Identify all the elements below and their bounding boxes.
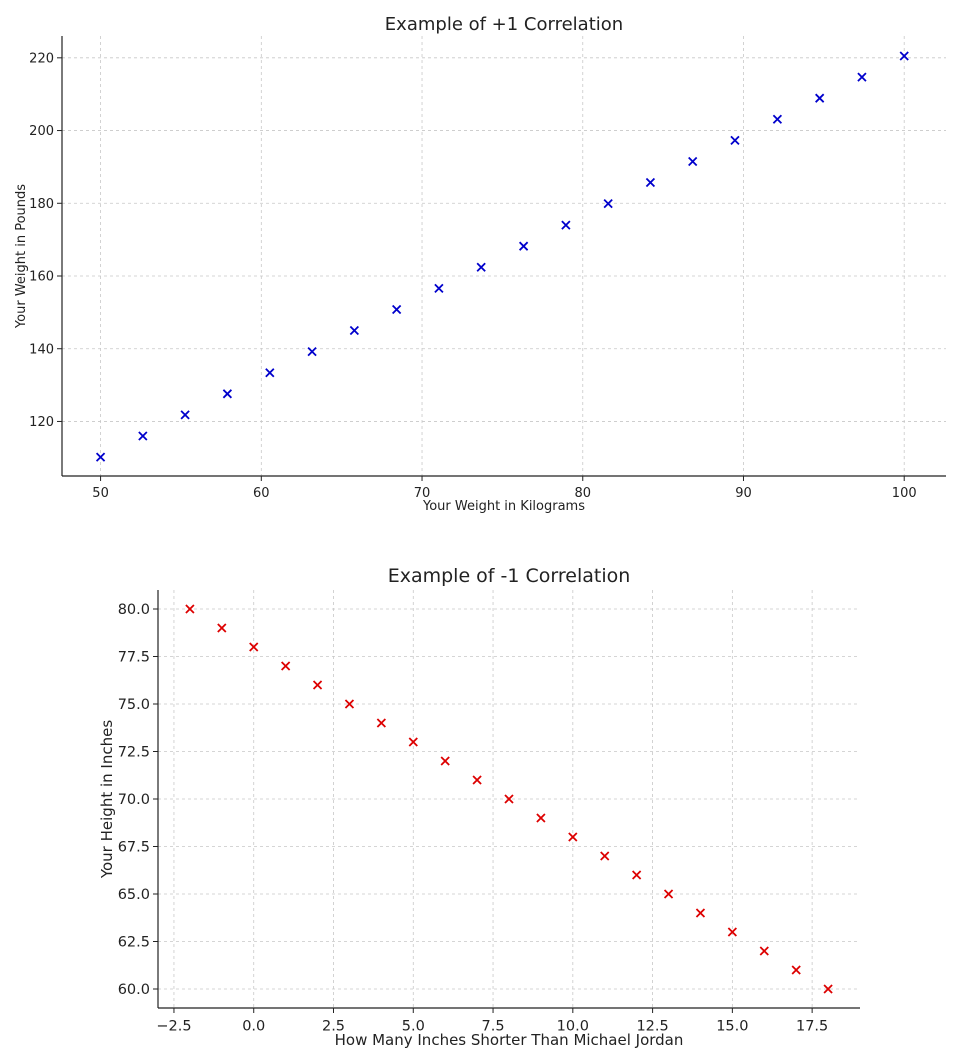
- data-point: [504, 794, 514, 804]
- y-tick-label: 120: [29, 415, 54, 430]
- y-axis-label: Your Height in Inches: [98, 720, 116, 879]
- data-point: [180, 410, 190, 420]
- y-tick-label: 140: [29, 342, 54, 357]
- chart-1: 50 60 70 80 90 100 120 140 160 180 200 220 Example o…: [14, 14, 946, 514]
- y-tick-label: 65.0: [118, 887, 150, 903]
- data-point: [631, 870, 642, 880]
- y-tick-label: 180: [29, 197, 54, 212]
- data-point: [772, 114, 783, 124]
- x-tick-label: 90: [735, 486, 752, 501]
- data-point: [536, 813, 546, 823]
- x-axis-label: Your Weight in Kilograms: [422, 499, 585, 514]
- x-tick-label: 17.5: [796, 1019, 828, 1035]
- data-point: [344, 699, 355, 709]
- x-tick-label: 60: [253, 486, 270, 501]
- data-point: [857, 72, 867, 82]
- data-point: [600, 851, 610, 861]
- y-tick-label: 80.0: [118, 602, 150, 618]
- y-tick-label: 62.5: [118, 935, 150, 951]
- x-tick-label: 15.0: [716, 1019, 748, 1035]
- y-tick-label: 72.5: [118, 745, 150, 761]
- data-point: [476, 262, 486, 272]
- data-point: [518, 241, 529, 251]
- x-tick-label: 5.0: [402, 1019, 425, 1035]
- data-point: [730, 135, 740, 146]
- x-tick-label: 70: [414, 486, 431, 501]
- data-point: [568, 832, 578, 842]
- x-tick-label: 7.5: [482, 1019, 505, 1035]
- chart-2: −2.5 0.0 2.5 5.0 7.5 10.0 12.5 15.0 17.5 60.0 62.5…: [98, 565, 860, 1049]
- data-point: [138, 431, 148, 441]
- x-tick-label: 0.0: [242, 1019, 265, 1035]
- data-point: [349, 325, 359, 336]
- data-point: [265, 368, 275, 378]
- data-point: [280, 661, 291, 671]
- data-point: [391, 304, 402, 315]
- x-tick-label: −2.5: [156, 1019, 191, 1035]
- data-point: [249, 642, 259, 652]
- x-tick-label: 10.0: [557, 1019, 589, 1035]
- chart-title: Example of +1 Correlation: [385, 14, 623, 35]
- data-point: [472, 775, 482, 785]
- data-point: [95, 452, 106, 462]
- y-tick-label: 75.0: [118, 697, 150, 713]
- data-point: [663, 889, 674, 899]
- y-tick-label: 67.5: [118, 840, 150, 856]
- data-point: [688, 156, 698, 167]
- data-point: [899, 51, 909, 61]
- data-point: [312, 680, 323, 690]
- y-tick-label: 60.0: [118, 982, 150, 998]
- data-point: [434, 283, 444, 294]
- data-point: [603, 198, 613, 209]
- data-point: [759, 946, 769, 956]
- data-point: [645, 177, 656, 188]
- data-point: [561, 220, 571, 230]
- y-tick-label: 77.5: [118, 650, 150, 666]
- data-point: [307, 346, 317, 357]
- data-point: [376, 718, 387, 728]
- y-tick-label: 200: [29, 124, 54, 139]
- x-tick-label: 100: [892, 486, 917, 501]
- data-point: [727, 927, 738, 937]
- x-axis-label: How Many Inches Shorter Than Michael Jor…: [335, 1031, 684, 1049]
- data-point: [695, 908, 706, 918]
- chart-title: Example of -1 Correlation: [388, 565, 631, 587]
- y-tick-label: 160: [29, 270, 54, 285]
- data-point: [791, 965, 801, 975]
- x-tick-label: 80: [574, 486, 591, 501]
- data-point: [440, 756, 450, 766]
- data-point: [815, 93, 825, 103]
- y-tick-label: 220: [29, 51, 54, 66]
- y-tick-label: 70.0: [118, 792, 150, 808]
- data-point: [408, 737, 418, 747]
- y-axis-label: Your Weight in Pounds: [14, 184, 29, 329]
- x-tick-label: 50: [92, 486, 109, 501]
- x-tick-label: 2.5: [322, 1019, 345, 1035]
- x-tick-label: 12.5: [636, 1019, 668, 1035]
- data-point: [185, 604, 195, 614]
- data-point: [823, 984, 833, 994]
- data-point: [217, 623, 227, 633]
- data-point: [222, 389, 233, 399]
